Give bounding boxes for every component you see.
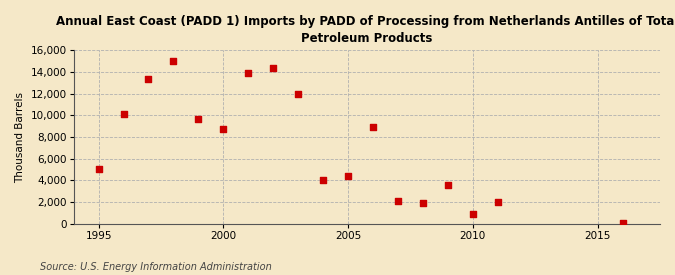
Point (343, 174, 354, 178)
Point (93, 166, 104, 171)
Point (318, 178, 329, 183)
Point (418, 201, 429, 205)
Point (168, 59, 179, 63)
Title: Annual East Coast (PADD 1) Imports by PADD of Processing from Netherlands Antill: Annual East Coast (PADD 1) Imports by PA… (55, 15, 675, 45)
Point (243, 71, 254, 75)
Point (143, 76, 154, 81)
Point (468, 212, 479, 216)
Y-axis label: Thousand Barrels: Thousand Barrels (15, 92, 25, 183)
Point (443, 183, 454, 187)
Point (218, 127, 229, 132)
Point (293, 92, 304, 96)
Point (268, 65, 279, 70)
Point (368, 125, 379, 130)
Point (617, 221, 628, 225)
Point (492, 200, 503, 204)
Point (393, 199, 404, 203)
Point (118, 112, 129, 117)
Point (193, 116, 204, 121)
Text: Source: U.S. Energy Information Administration: Source: U.S. Energy Information Administ… (40, 262, 272, 272)
